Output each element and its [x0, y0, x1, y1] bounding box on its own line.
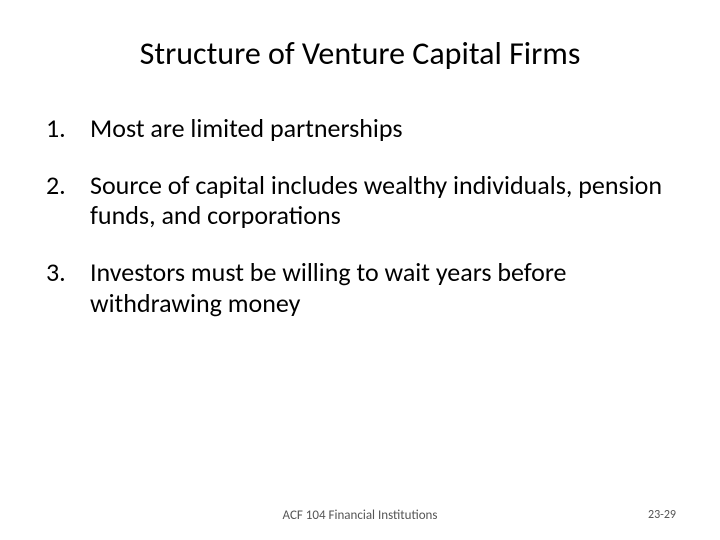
list-text: Investors must be willing to wait years …	[90, 257, 680, 318]
slide-footer: ACF 104 Financial Institutions 23-29	[0, 508, 720, 522]
footer-page-number: 23-29	[648, 508, 676, 522]
list-item: 1. Most are limited partnerships	[40, 113, 680, 144]
list-item: 3. Investors must be willing to wait yea…	[40, 257, 680, 318]
numbered-list: 1. Most are limited partnerships 2. Sour…	[40, 113, 680, 318]
list-number: 3.	[40, 257, 90, 318]
list-number: 2.	[40, 170, 90, 231]
list-number: 1.	[40, 113, 90, 144]
list-item: 2. Source of capital includes wealthy in…	[40, 170, 680, 231]
list-text: Most are limited partnerships	[90, 113, 680, 144]
slide-container: Structure of Venture Capital Firms 1. Mo…	[0, 0, 720, 540]
footer-course-label: ACF 104 Financial Institutions	[283, 508, 438, 523]
list-text: Source of capital includes wealthy indiv…	[90, 170, 680, 231]
slide-title: Structure of Venture Capital Firms	[40, 34, 680, 73]
